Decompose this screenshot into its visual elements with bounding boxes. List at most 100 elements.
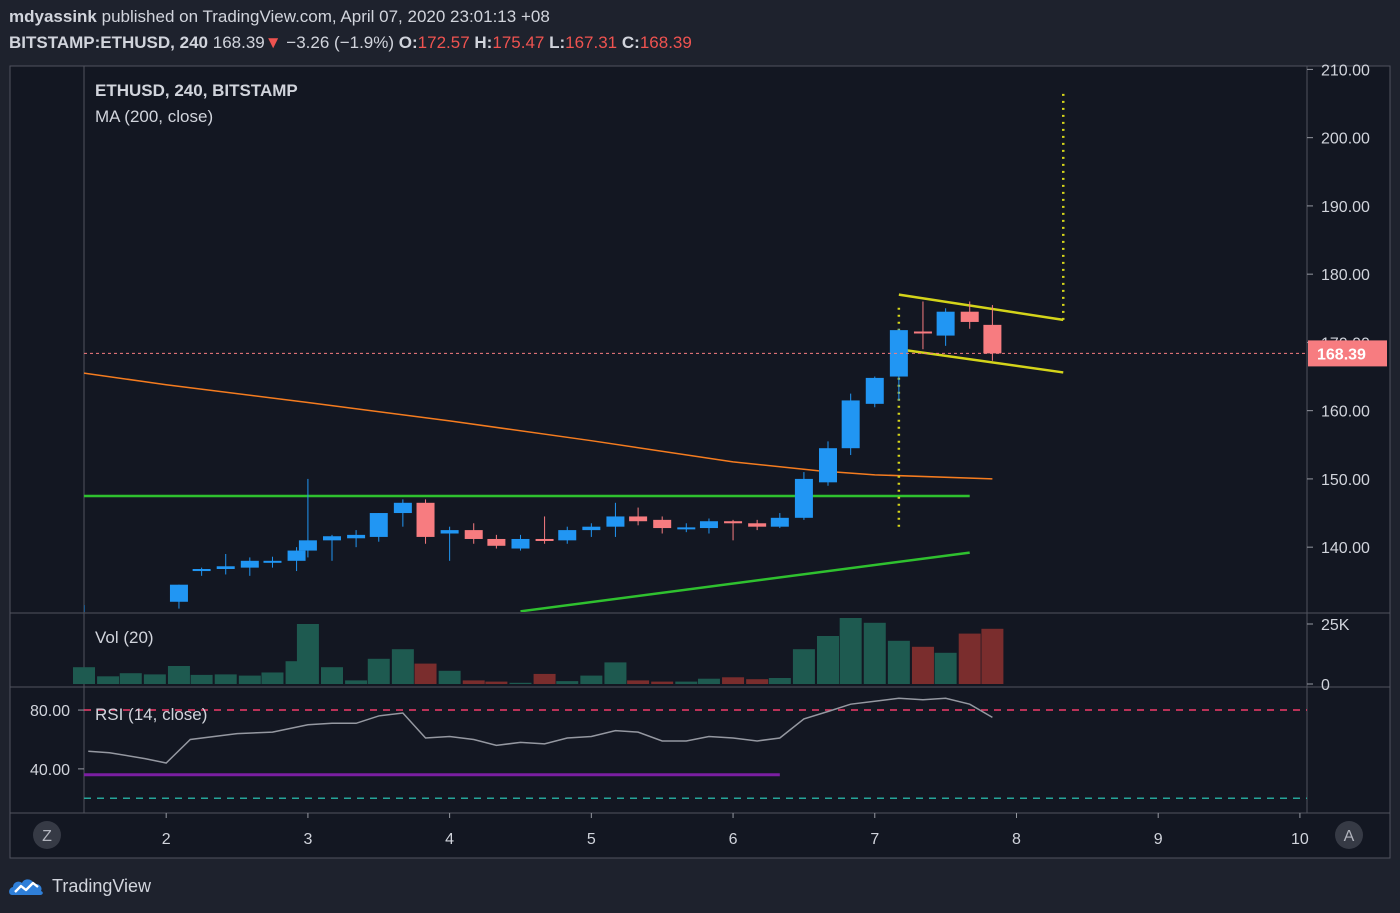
volume-bar: [651, 681, 674, 684]
author-name[interactable]: mdyassink: [9, 7, 97, 26]
symbol-label: BITSTAMP:ETHUSD, 240: [9, 33, 208, 52]
volume-bar: [214, 674, 237, 684]
candle: [535, 516, 554, 544]
high-value: 175.47: [492, 33, 545, 52]
volume-bar: [119, 673, 142, 684]
candle-body: [983, 324, 1002, 354]
x-tick-label: 4: [445, 831, 454, 848]
brand-name: TradingView: [52, 875, 152, 896]
candle-body: [169, 584, 188, 602]
footer-brand[interactable]: TradingView: [8, 874, 151, 898]
support-trendline: [520, 551, 970, 612]
last-price-badge-label: 168.39: [1317, 346, 1366, 363]
candle-body: [192, 569, 211, 572]
zoom-reset-button[interactable]: Z: [33, 821, 61, 849]
candle-body: [558, 530, 577, 541]
candle: [169, 584, 188, 609]
auto-scale-button[interactable]: A: [1335, 821, 1363, 849]
candle-body: [240, 560, 259, 568]
price-tick-label: 210.00: [1321, 62, 1370, 79]
volume-bar: [604, 662, 627, 684]
candle-body: [960, 311, 979, 322]
candle: [192, 567, 211, 576]
candle: [724, 519, 743, 541]
candle: [677, 523, 696, 533]
volume-bar: [746, 679, 769, 684]
candle-body: [323, 536, 342, 541]
volume-bar: [167, 666, 190, 684]
x-tick-label: 6: [729, 831, 738, 848]
volume-bar: [675, 681, 698, 684]
volume-bar: [792, 649, 815, 684]
candle: [960, 301, 979, 329]
candle: [841, 393, 860, 456]
candle: [748, 519, 767, 531]
candle-body: [889, 330, 908, 377]
candle-body: [511, 538, 530, 549]
candle: [889, 328, 908, 401]
close-value: 168.39: [639, 33, 692, 52]
price-tick-label: 150.00: [1321, 472, 1370, 489]
rsi-tick-label: 80.00: [30, 703, 70, 720]
volume-bar: [261, 672, 284, 684]
candle-body: [724, 521, 743, 524]
change-arrow-icon: ▼: [264, 33, 282, 52]
candle: [606, 502, 625, 537]
candle: [416, 499, 435, 544]
x-tick-label: 8: [1012, 831, 1021, 848]
candle: [699, 518, 718, 534]
candle: [794, 472, 813, 520]
candle-body: [748, 523, 767, 527]
candle-body: [677, 527, 696, 530]
volume-tick-label: 25K: [1321, 617, 1350, 634]
candle-body: [464, 530, 483, 539]
candle-body: [582, 526, 601, 531]
candle: [464, 523, 483, 544]
candle-body: [216, 566, 235, 570]
x-tick-label: 9: [1154, 831, 1163, 848]
candle-body: [416, 502, 435, 537]
candle: [653, 516, 672, 534]
volume-bar: [934, 652, 957, 684]
volume-bar: [509, 682, 532, 684]
candle-body: [535, 538, 554, 541]
candle-body: [819, 448, 838, 483]
candle: [913, 301, 932, 350]
volume-bar: [911, 646, 934, 684]
volume-bar: [296, 624, 319, 684]
publish-text: published on TradingView.com, April 07, …: [101, 7, 550, 26]
volume-bar: [839, 618, 862, 684]
candle-body: [629, 516, 648, 522]
price-tick-label: 140.00: [1321, 540, 1370, 557]
volume-bar: [887, 640, 910, 684]
candle: [770, 513, 789, 529]
candle: [936, 308, 955, 346]
volume-tick-label: 0: [1321, 677, 1330, 694]
candle: [582, 523, 601, 537]
candle: [440, 526, 459, 561]
candle: [487, 534, 506, 549]
rsi-line: [88, 697, 993, 764]
price-tick-label: 190.00: [1321, 199, 1370, 216]
x-tick-label: 7: [870, 831, 879, 848]
candle-body: [913, 331, 932, 334]
chart-frame: [9, 65, 1391, 859]
price-tick-label: 180.00: [1321, 267, 1370, 284]
volume-legend: Vol (20): [95, 628, 154, 647]
volume-bar: [485, 681, 508, 684]
volume-bar: [863, 622, 886, 684]
volume-bar: [958, 633, 981, 684]
tradingview-cloud-icon: [9, 879, 43, 895]
volume-bar: [556, 681, 579, 684]
candle-body: [794, 478, 813, 518]
volume-bar: [438, 670, 461, 684]
candle-body: [770, 517, 789, 527]
price-tick-label: 160.00: [1321, 404, 1370, 421]
candle: [216, 553, 235, 575]
candle-body: [263, 560, 282, 563]
volume-bar: [190, 674, 213, 684]
volume-bar: [981, 628, 1004, 684]
candle: [347, 530, 366, 548]
volume-bar: [768, 678, 791, 684]
